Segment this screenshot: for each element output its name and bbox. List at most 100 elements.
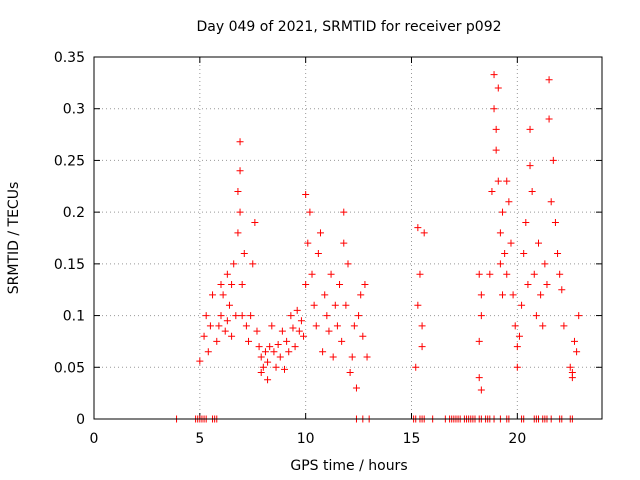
chart-title: Day 049 of 2021, SRMTID for receiver p09… (196, 19, 501, 35)
data-point (494, 177, 502, 185)
data-point (253, 327, 261, 335)
data-point (257, 353, 265, 361)
data-point (352, 384, 360, 392)
data-point (196, 357, 204, 365)
data-point (331, 301, 339, 309)
data-point (545, 115, 553, 123)
data-point (219, 291, 227, 299)
data-point (499, 291, 507, 299)
data-point (287, 312, 295, 320)
data-point (505, 198, 513, 206)
data-point (503, 177, 511, 185)
data-point (319, 348, 327, 356)
data-point (526, 125, 534, 133)
data-point (306, 208, 314, 216)
data-point (539, 322, 547, 330)
data-point (285, 348, 293, 356)
data-point (357, 291, 365, 299)
data-point (490, 105, 498, 113)
data-point (215, 322, 223, 330)
data-point (338, 337, 346, 345)
data-point (304, 239, 312, 247)
data-point (302, 191, 310, 199)
data-point (547, 198, 555, 206)
data-point (274, 341, 282, 349)
data-point (272, 363, 280, 371)
data-point (568, 374, 576, 382)
data-point (257, 368, 265, 376)
data-point (344, 260, 352, 268)
data-point (268, 322, 276, 330)
data-point (228, 332, 236, 340)
data-point (276, 353, 284, 361)
data-point (492, 125, 500, 133)
data-point (363, 353, 371, 361)
data-point (266, 343, 274, 351)
y-tick-label: 0.1 (63, 309, 85, 325)
data-point (278, 327, 286, 335)
data-point (238, 281, 246, 289)
y-tick-label: 0.25 (54, 153, 85, 169)
data-point (494, 84, 502, 92)
data-point (209, 291, 217, 299)
data-point (513, 363, 521, 371)
data-point (202, 312, 210, 320)
data-point (348, 353, 356, 361)
data-point (520, 250, 528, 258)
y-tick-label: 0.15 (54, 257, 85, 273)
data-point (420, 229, 428, 237)
data-point (477, 312, 485, 320)
x-axis-label: GPS time / hours (290, 458, 407, 474)
data-point (236, 138, 244, 146)
data-point (314, 250, 322, 258)
data-point (486, 270, 494, 278)
data-point (522, 218, 530, 226)
data-point (350, 322, 358, 330)
data-point (528, 187, 536, 195)
data-point (264, 358, 272, 366)
data-point (475, 374, 483, 382)
data-point (316, 229, 324, 237)
data-point (477, 386, 485, 394)
x-tick-label: 10 (297, 431, 315, 447)
data-point (238, 312, 246, 320)
data-point (560, 322, 568, 330)
data-point (340, 208, 348, 216)
data-point (234, 187, 242, 195)
x-tick-label: 5 (195, 431, 204, 447)
data-point (200, 332, 208, 340)
data-point (477, 291, 485, 299)
data-point (242, 322, 250, 330)
data-points (173, 71, 583, 423)
data-point (492, 146, 500, 154)
data-point (289, 324, 297, 332)
x-tick-label: 15 (403, 431, 421, 447)
data-point (291, 343, 299, 351)
data-point (321, 291, 329, 299)
data-point (223, 270, 231, 278)
axis-ticks: 0 0.05 0.1 0.15 0.2 0.25 0.3 0.35 0 5 10 15 20 (54, 50, 602, 447)
data-point (204, 348, 212, 356)
data-point (515, 332, 523, 340)
data-point (340, 239, 348, 247)
data-point (499, 208, 507, 216)
data-point (240, 250, 248, 258)
data-point (329, 353, 337, 361)
data-point (336, 281, 344, 289)
plot-frame (93, 56, 603, 420)
data-point (206, 322, 214, 330)
y-tick-label: 0.3 (63, 102, 85, 118)
data-point (556, 270, 564, 278)
data-point (475, 337, 483, 345)
data-point (230, 260, 238, 268)
data-point (541, 260, 549, 268)
data-point (236, 208, 244, 216)
data-point (573, 348, 581, 356)
grid-lines (94, 57, 602, 419)
data-point (221, 327, 229, 335)
data-point (297, 317, 305, 325)
data-point (511, 322, 519, 330)
y-tick-label: 0.35 (54, 50, 85, 66)
data-point (513, 343, 521, 351)
data-point (342, 301, 350, 309)
